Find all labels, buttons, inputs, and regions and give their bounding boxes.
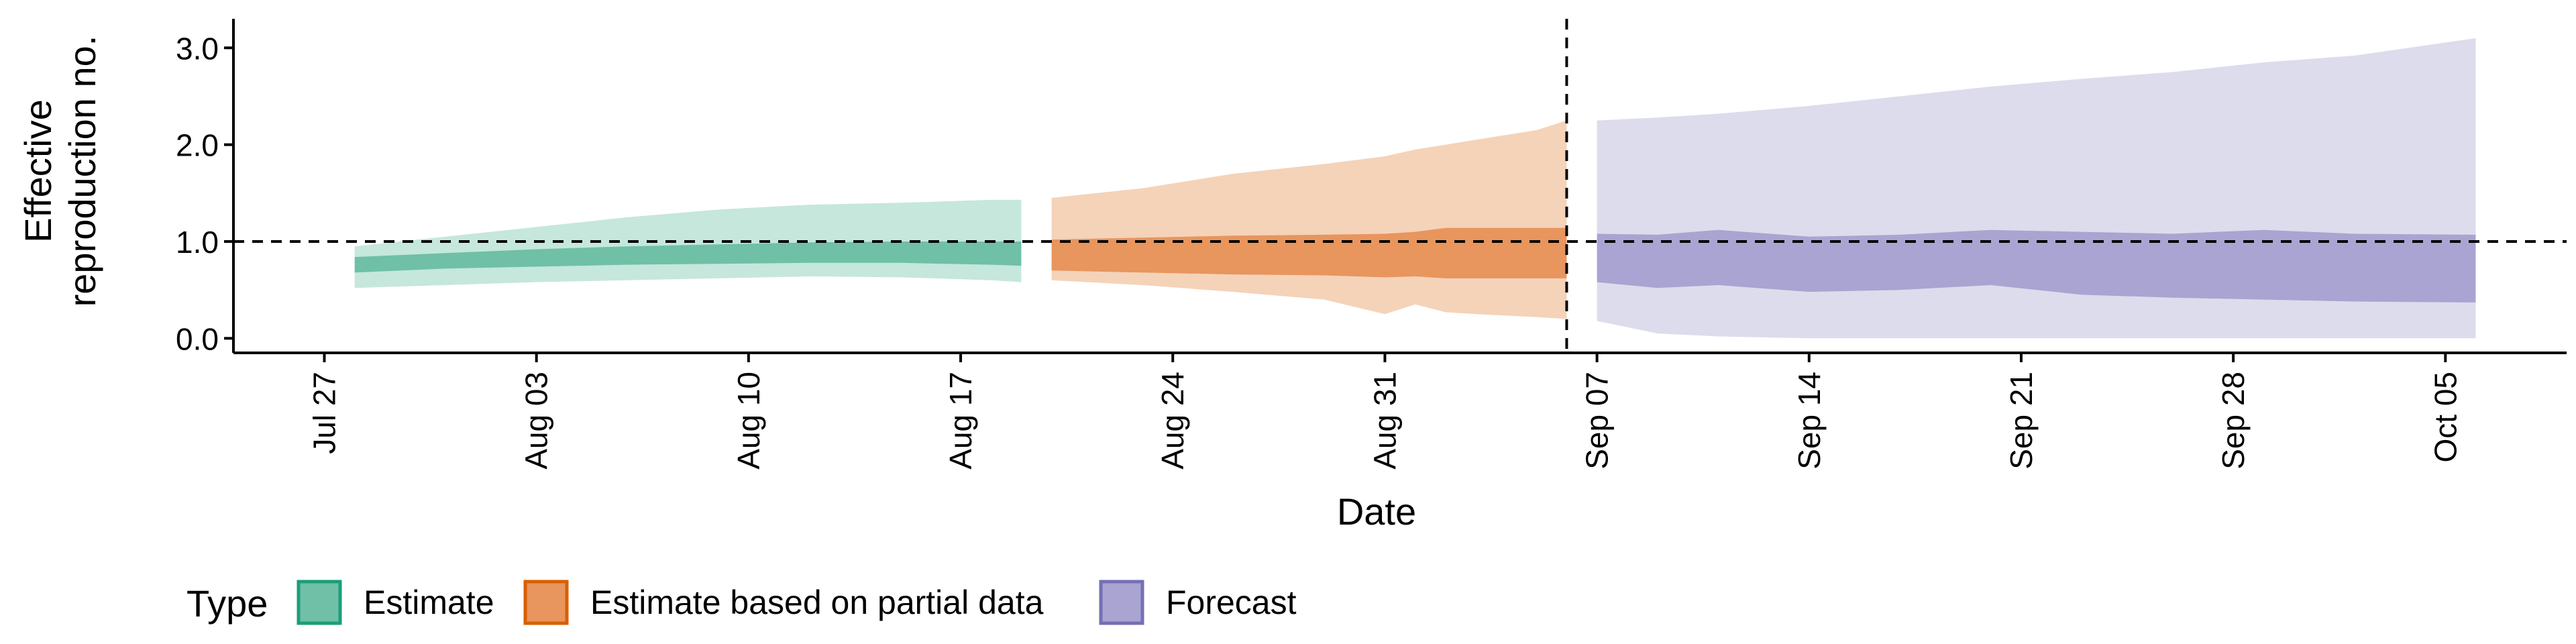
legend-label-forecast: Forecast: [1166, 584, 1297, 621]
y-axis-title-line-1: Effective: [17, 99, 59, 243]
ribbon-layer: [354, 38, 2476, 339]
x-tick-label: Aug 03: [519, 372, 554, 470]
axes: [232, 19, 2567, 354]
y-axis-ticks: 0.0 1.0 2.0 3.0: [176, 31, 233, 356]
y-axis-title-line-2: reproduction no.: [61, 36, 103, 307]
legend-label-estimate-based-on-partial-data: Estimate based on partial data: [590, 584, 1044, 621]
estimate-based-on-partial-data-outer-band: [1051, 120, 1567, 319]
x-axis-title: Date: [1337, 490, 1416, 533]
legend-key-estimate-based-on-partial-data: [523, 580, 569, 625]
x-tick-label: Sep 14: [1792, 372, 1827, 470]
legend-title: Type: [186, 582, 268, 625]
x-tick-label: Aug 17: [943, 372, 978, 470]
x-tick-label: Sep 28: [2216, 372, 2251, 470]
y-tick-label: 1.0: [176, 225, 219, 260]
reference-lines: [233, 19, 2567, 353]
legend: Type Estimate Estimate based on partial d…: [186, 580, 1297, 625]
forecast-inner-band: [1597, 229, 2476, 303]
estimate-inner-band: [354, 241, 1022, 273]
x-tick-label: Jul 27: [307, 372, 342, 454]
x-tick-label: Oct 05: [2428, 372, 2463, 463]
x-tick-label: Aug 10: [731, 372, 766, 470]
x-tick-label: Sep 21: [2004, 372, 2039, 470]
legend-key-forecast: [1099, 580, 1144, 625]
y-tick-label: 0.0: [176, 321, 219, 356]
y-tick-label: 2.0: [176, 128, 219, 163]
legend-label-estimate: Estimate: [364, 584, 494, 621]
legend-key-estimate: [297, 580, 342, 625]
x-tick-label: Aug 31: [1367, 372, 1402, 470]
x-tick-label: Aug 24: [1155, 372, 1190, 470]
x-tick-label: Sep 07: [1580, 372, 1615, 470]
y-tick-label: 3.0: [176, 31, 219, 66]
x-axis-ticks: Jul 27 Aug 03 Aug 10 Aug 17 Aug 24 Aug 31 Sep …: [307, 353, 2463, 470]
